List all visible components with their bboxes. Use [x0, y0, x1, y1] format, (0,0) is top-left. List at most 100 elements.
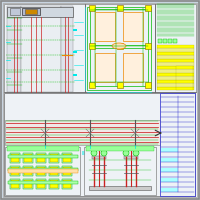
Bar [23, 179, 33, 189]
Bar [50, 180, 58, 188]
Bar [124, 156, 138, 159]
Bar [161, 168, 178, 172]
Bar [73, 74, 77, 76]
Bar [176, 76, 193, 79]
Bar [117, 5, 123, 11]
Bar [10, 179, 20, 189]
Bar [63, 180, 71, 188]
Bar [5, 147, 80, 195]
Bar [8, 169, 78, 173]
Circle shape [101, 150, 107, 156]
Bar [155, 4, 196, 92]
Bar [63, 167, 71, 175]
Bar [157, 76, 194, 79]
Bar [157, 52, 194, 55]
Bar [49, 166, 59, 176]
Bar [11, 180, 19, 188]
Bar [89, 82, 95, 88]
Bar [10, 153, 20, 163]
Bar [24, 154, 32, 162]
Bar [157, 45, 194, 48]
Bar [23, 166, 33, 176]
Bar [161, 158, 178, 162]
Bar [8, 181, 78, 184]
Bar [168, 39, 172, 43]
Bar [117, 43, 123, 49]
Bar [63, 154, 71, 162]
Bar [24, 167, 32, 175]
Bar [73, 29, 77, 31]
Bar [22, 8, 40, 15]
Bar [61, 6, 73, 92]
Bar [11, 154, 19, 162]
Bar [85, 4, 155, 92]
Bar [7, 7, 73, 17]
Bar [89, 43, 95, 49]
Bar [145, 82, 151, 88]
Bar [145, 43, 151, 49]
Bar [176, 69, 193, 72]
Bar [37, 154, 45, 162]
Bar [89, 186, 151, 190]
Bar [176, 73, 193, 76]
Bar [24, 180, 32, 188]
Bar [4, 4, 85, 92]
Bar [50, 167, 58, 175]
Bar [90, 9, 148, 45]
Bar [157, 48, 194, 51]
Bar [62, 153, 72, 163]
Bar [127, 151, 143, 155]
Bar [158, 39, 162, 43]
Bar [145, 5, 151, 11]
Bar [37, 180, 45, 188]
Bar [8, 155, 78, 158]
Ellipse shape [112, 43, 126, 49]
Bar [49, 179, 59, 189]
Bar [25, 9, 37, 14]
Bar [157, 62, 194, 66]
Bar [176, 80, 193, 83]
Bar [161, 178, 178, 182]
Bar [50, 154, 58, 162]
Bar [86, 146, 154, 151]
Bar [176, 66, 193, 69]
Bar [87, 7, 151, 90]
Bar [157, 69, 194, 72]
Bar [163, 39, 167, 43]
Bar [11, 167, 19, 175]
Bar [10, 166, 20, 176]
Circle shape [123, 150, 129, 156]
Bar [7, 6, 21, 92]
Bar [8, 168, 78, 171]
Bar [62, 179, 72, 189]
Bar [21, 6, 61, 92]
Bar [157, 59, 194, 62]
Bar [117, 82, 123, 88]
Bar [157, 80, 194, 83]
Bar [123, 53, 143, 82]
Bar [89, 5, 95, 11]
Bar [36, 166, 46, 176]
Bar [82, 151, 98, 155]
Bar [5, 120, 160, 145]
Bar [84, 147, 156, 195]
Bar [4, 93, 195, 196]
Circle shape [91, 150, 97, 156]
Bar [10, 8, 20, 15]
Bar [62, 166, 72, 176]
Bar [157, 87, 194, 90]
Bar [95, 53, 115, 82]
Bar [49, 153, 59, 163]
Bar [173, 39, 177, 43]
Bar [160, 93, 195, 196]
Circle shape [133, 150, 139, 156]
Bar [37, 151, 53, 155]
Bar [36, 153, 46, 163]
Bar [23, 153, 33, 163]
Bar [123, 12, 143, 41]
Bar [73, 51, 77, 53]
Bar [161, 148, 178, 152]
Bar [176, 83, 193, 86]
Bar [92, 156, 106, 159]
Bar [157, 73, 194, 76]
